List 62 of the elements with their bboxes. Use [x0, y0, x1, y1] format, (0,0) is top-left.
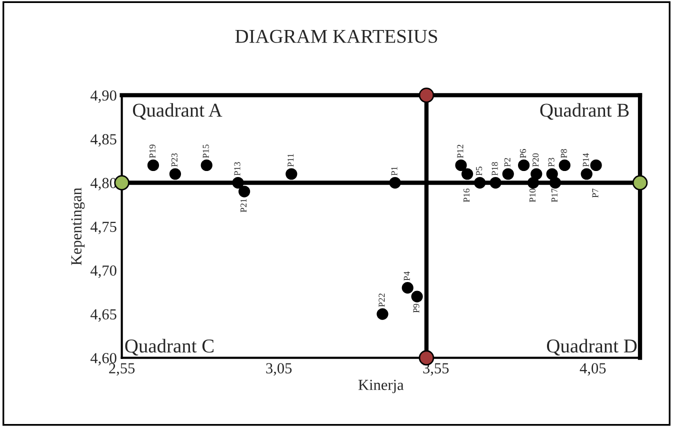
- data-label: P18: [492, 162, 498, 176]
- data-label: P8: [560, 149, 567, 158]
- y-tick-label: 4,65: [90, 309, 116, 322]
- point: [580, 168, 592, 180]
- point: [232, 176, 244, 189]
- data-label: P2: [504, 158, 510, 167]
- point: [590, 159, 602, 172]
- point: [546, 168, 558, 180]
- y-tick-label: 4,75: [90, 222, 116, 234]
- point: [549, 176, 562, 189]
- point: [411, 290, 423, 302]
- x-tick-label: 3,05: [266, 363, 292, 376]
- y-tick-label: 4,60: [90, 352, 116, 366]
- point: [490, 176, 502, 189]
- point: [389, 176, 401, 189]
- data-label: P9: [413, 304, 420, 313]
- data-label: P15: [202, 144, 209, 158]
- y-tick-label: 4,85: [90, 134, 116, 147]
- data-label: P1: [391, 166, 398, 176]
- point: [286, 168, 298, 180]
- point: [376, 308, 388, 320]
- point: [502, 168, 514, 180]
- y-axis-title: Kepentingan: [71, 188, 85, 266]
- data-label: P23: [171, 153, 178, 167]
- data-label: P20: [532, 153, 539, 167]
- data-label: P3: [548, 158, 554, 167]
- data-label: P10: [529, 188, 536, 202]
- point: [518, 159, 530, 172]
- data-label: P19: [149, 144, 156, 158]
- point: [530, 168, 542, 180]
- chart-title: DIAGRAM KARTESIUS: [235, 30, 438, 43]
- data-label: P16: [463, 188, 470, 202]
- data-label: P22: [378, 294, 385, 307]
- data-label: P6: [520, 149, 526, 158]
- y-tick-label: 4,70: [90, 265, 116, 278]
- data-label: P7: [592, 188, 598, 198]
- annotation: Quadrant A: [132, 103, 222, 120]
- data-label: P12: [457, 144, 464, 158]
- point: [558, 159, 570, 172]
- point: [147, 159, 160, 172]
- data-label: P17: [551, 188, 558, 202]
- data-label: P14: [582, 153, 589, 167]
- data-label: P4: [404, 271, 410, 281]
- y-tick-label: 4,90: [90, 90, 116, 103]
- x-axis-title: Kinerja: [358, 380, 404, 394]
- data-label: P13: [234, 162, 240, 176]
- x-tick-label: 2,55: [109, 363, 135, 376]
- annotation: Quadrant D: [546, 338, 637, 356]
- point: [474, 176, 486, 189]
- data-label: P11: [288, 154, 294, 167]
- point: [527, 176, 540, 189]
- point: [238, 186, 250, 198]
- point: [169, 168, 182, 180]
- point: [402, 282, 414, 294]
- data-label: P21: [240, 198, 246, 212]
- point: [461, 168, 474, 180]
- point: [455, 159, 467, 172]
- annotation: Quadrant B: [540, 103, 629, 120]
- x-tick-label: 4,05: [580, 363, 606, 376]
- point: [200, 159, 212, 172]
- annotation: Quadrant C: [125, 338, 214, 356]
- data-label: P5: [476, 166, 482, 176]
